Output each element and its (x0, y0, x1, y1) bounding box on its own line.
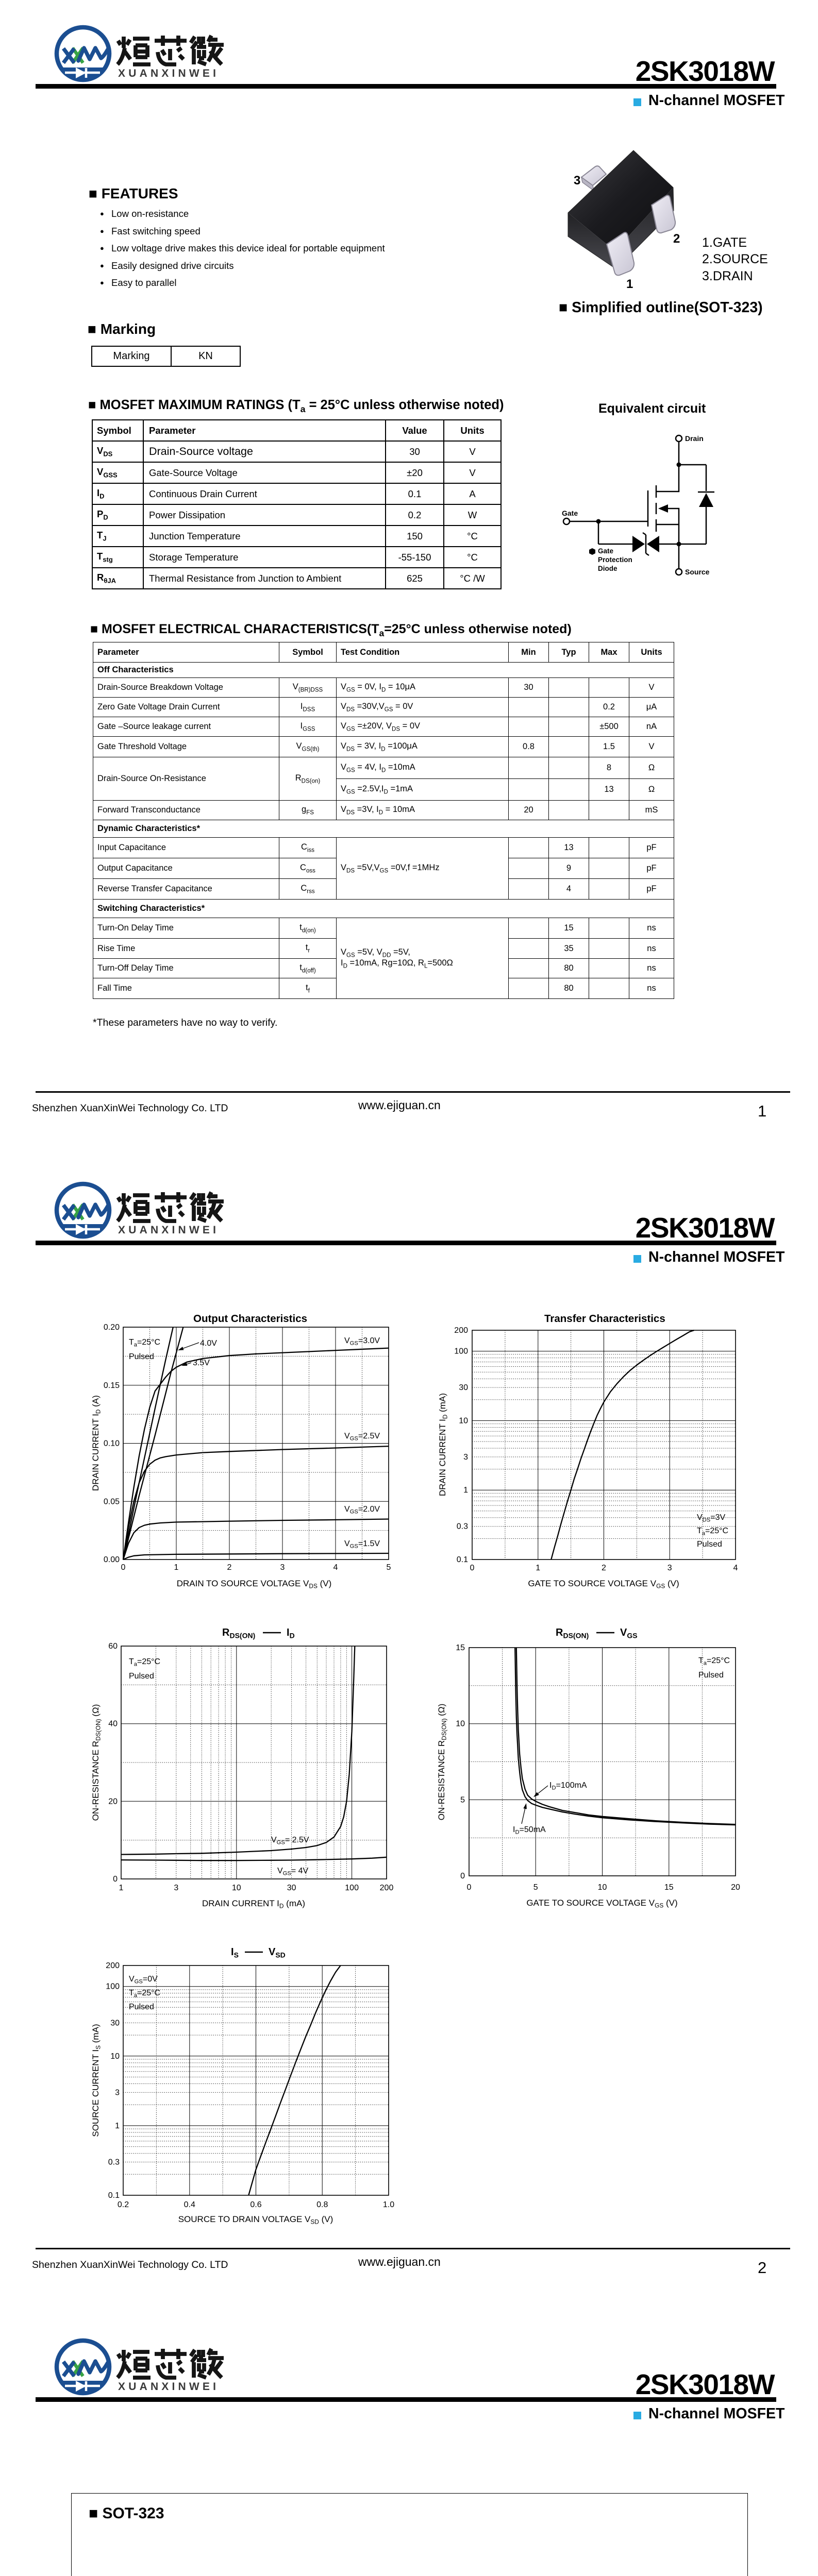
svg-text:SOURCE CURRENT IS (mA): SOURCE CURRENT IS (mA) (91, 2024, 102, 2137)
svg-text:200: 200 (380, 1884, 394, 1892)
svg-text:1.0: 1.0 (383, 2200, 394, 2209)
svg-text:10: 10 (232, 1884, 241, 1892)
svg-text:1: 1 (536, 1564, 540, 1572)
svg-text:10: 10 (598, 1883, 607, 1892)
svg-text:200: 200 (454, 1326, 468, 1335)
svg-text:VGS=0V: VGS=0V (129, 1975, 158, 1985)
svg-text:VSD: VSD (269, 1946, 286, 1959)
svg-text:30: 30 (287, 1884, 296, 1892)
svg-text:Pulsed: Pulsed (697, 1540, 722, 1549)
svg-text:VDS=3V: VDS=3V (697, 1513, 725, 1523)
svg-text:0.2: 0.2 (118, 2200, 129, 2209)
svg-text:0: 0 (121, 1563, 126, 1572)
svg-text:5: 5 (533, 1883, 538, 1892)
svg-text:3: 3 (115, 2088, 120, 2097)
svg-text:VGS: VGS (620, 1627, 638, 1639)
svg-text:SOURCE TO DRAIN VOLTAGE VSD: SOURCE TO DRAIN VOLTAGE VSD (V) (178, 2214, 333, 2226)
svg-text:Pulsed: Pulsed (698, 1671, 724, 1680)
svg-text:10: 10 (459, 1416, 468, 1425)
svg-text:10: 10 (456, 1720, 465, 1728)
svg-text:RDS(ON): RDS(ON) (556, 1627, 589, 1639)
svg-text:Ta=25°C: Ta=25°C (697, 1527, 728, 1537)
svg-text:0.00: 0.00 (104, 1555, 120, 1564)
svg-text:Ta=25°C: Ta=25°C (129, 1989, 160, 1999)
svg-text:60: 60 (108, 1642, 118, 1651)
svg-text:DRAIN CURRENT ID (mA): DRAIN CURRENT ID (mA) (438, 1393, 449, 1496)
svg-text:0: 0 (467, 1883, 472, 1892)
svg-text:3: 3 (667, 1564, 672, 1572)
svg-text:3.5V: 3.5V (193, 1359, 210, 1367)
svg-text:0: 0 (460, 1872, 465, 1880)
svg-text:0.6: 0.6 (250, 2200, 261, 2209)
svg-text:30: 30 (459, 1383, 468, 1392)
svg-text:ID: ID (287, 1627, 295, 1639)
svg-text:VGS=1.5V: VGS=1.5V (344, 1539, 380, 1550)
svg-text:1: 1 (463, 1486, 468, 1495)
svg-text:GATE TO SOURCE VOLTAGE VGS: GATE TO SOURCE VOLTAGE VGS (V) (528, 1579, 679, 1590)
svg-text:VGS= 4V: VGS= 4V (277, 1867, 309, 1877)
svg-text:5: 5 (460, 1795, 465, 1804)
svg-text:10: 10 (110, 2052, 120, 2061)
svg-text:0.20: 0.20 (104, 1323, 120, 1332)
svg-text:4: 4 (333, 1563, 338, 1572)
svg-text:0: 0 (470, 1564, 475, 1572)
svg-text:Ta=25°C: Ta=25°C (698, 1656, 730, 1667)
svg-text:Pulsed: Pulsed (129, 1352, 154, 1361)
svg-text:DRAIN CURRENT ID (A): DRAIN CURRENT ID (A) (91, 1395, 102, 1491)
svg-text:20: 20 (108, 1797, 118, 1806)
svg-text:1: 1 (174, 1563, 179, 1572)
svg-text:ON-RESISTANCE RDS(ON) (Ω): ON-RESISTANCE RDS(ON) (Ω) (437, 1704, 448, 1821)
svg-text:3: 3 (463, 1453, 468, 1462)
svg-text:30: 30 (110, 2019, 120, 2027)
svg-text:15: 15 (456, 1643, 465, 1652)
svg-text:1: 1 (115, 2122, 120, 2130)
svg-text:0: 0 (113, 1875, 118, 1884)
svg-text:DRAIN CURRENT ID (mA): DRAIN CURRENT ID (mA) (202, 1899, 305, 1910)
svg-text:200: 200 (106, 1961, 120, 1970)
svg-text:0.10: 0.10 (104, 1439, 120, 1448)
svg-text:0.15: 0.15 (104, 1381, 120, 1390)
svg-text:RDS(ON): RDS(ON) (222, 1627, 255, 1639)
svg-text:0.3: 0.3 (457, 1522, 468, 1531)
svg-text:IS: IS (231, 1946, 239, 1959)
svg-text:40: 40 (108, 1720, 118, 1728)
svg-text:Ta=25°C: Ta=25°C (129, 1657, 160, 1668)
svg-text:0.1: 0.1 (457, 1555, 468, 1564)
svg-text:0.8: 0.8 (316, 2200, 328, 2209)
svg-text:2: 2 (602, 1564, 606, 1572)
svg-text:1: 1 (119, 1884, 124, 1892)
svg-text:2: 2 (227, 1563, 232, 1572)
svg-text:0.1: 0.1 (108, 2191, 120, 2200)
svg-text:DRAIN TO SOURCE VOLTAGE VDS: DRAIN TO SOURCE VOLTAGE VDS (V) (177, 1579, 332, 1590)
svg-text:VGS=2.5V: VGS=2.5V (344, 1432, 380, 1442)
svg-text:3: 3 (280, 1563, 285, 1572)
svg-text:ON-RESISTANCE RDS(ON) (Ω): ON-RESISTANCE RDS(ON) (Ω) (91, 1704, 102, 1821)
svg-text:VGS= 2.5V: VGS= 2.5V (271, 1836, 309, 1846)
svg-text:100: 100 (454, 1347, 468, 1356)
svg-text:VGS=2.0V: VGS=2.0V (344, 1505, 380, 1515)
svg-text:ID=100mA: ID=100mA (549, 1781, 587, 1791)
svg-text:20: 20 (731, 1883, 740, 1892)
svg-text:100: 100 (345, 1884, 359, 1892)
svg-text:0.4: 0.4 (184, 2200, 195, 2209)
svg-text:5: 5 (387, 1563, 391, 1572)
svg-text:15: 15 (664, 1883, 674, 1892)
svg-text:Pulsed: Pulsed (129, 1672, 154, 1681)
svg-text:4.0V: 4.0V (200, 1339, 217, 1348)
svg-text:0.3: 0.3 (108, 2158, 120, 2167)
svg-text:Pulsed: Pulsed (129, 2003, 154, 2011)
svg-text:3: 3 (174, 1884, 178, 1892)
svg-text:GATE TO SOURCE VOLTAGE VGS: GATE TO SOURCE VOLTAGE VGS (V) (526, 1898, 677, 1909)
svg-text:Ta=25°C: Ta=25°C (129, 1338, 160, 1348)
svg-text:ID=50mA: ID=50mA (513, 1825, 546, 1836)
svg-text:100: 100 (106, 1982, 120, 1991)
svg-text:0.05: 0.05 (104, 1497, 120, 1506)
svg-text:VGS=3.0V: VGS=3.0V (344, 1336, 380, 1347)
svg-text:4: 4 (733, 1564, 738, 1572)
